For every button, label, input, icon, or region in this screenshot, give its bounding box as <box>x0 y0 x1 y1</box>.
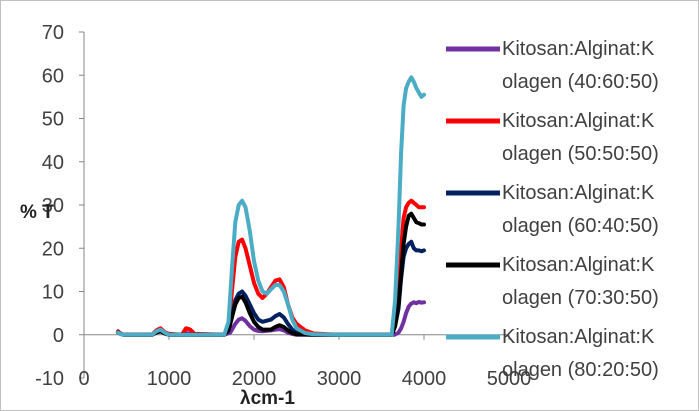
x-tick-label: 5000 <box>487 368 532 390</box>
legend-entry-2: Kitosan:Alginat:K olagen (50:50:50) <box>446 110 659 165</box>
legend-label-line: olagen (60:40:50) <box>502 215 659 237</box>
legend-label-line: Kitosan:Alginat:K <box>502 182 655 204</box>
y-tick-label: 20 <box>42 238 64 260</box>
x-tick-label: 0 <box>78 368 89 390</box>
legend-label-line: olagen (80:20:50) <box>502 359 659 381</box>
y-axis-title: % T <box>20 202 54 223</box>
y-tick-label: 10 <box>42 282 64 304</box>
x-axis-title: λcm-1 <box>240 388 295 409</box>
y-tick-label: 40 <box>42 152 64 174</box>
x-tick-label: 1000 <box>147 368 192 390</box>
x-tick-label: 4000 <box>402 368 447 390</box>
plot-area <box>116 75 426 337</box>
series-line-5 <box>116 75 426 337</box>
y-tick-label: 30 <box>42 195 64 217</box>
y-tick-label: 70 <box>42 22 64 44</box>
legend-entry-5: Kitosan:Alginat:K olagen (80:20:50) <box>446 326 659 381</box>
series-line-4 <box>116 211 426 337</box>
legend-label-line: olagen (50:50:50) <box>502 143 659 165</box>
x-tick-label: 2000 <box>232 368 277 390</box>
legend-label-line: Kitosan:Alginat:K <box>502 38 655 60</box>
legend-label-line: Kitosan:Alginat:K <box>502 254 655 276</box>
x-tick-label: 3000 <box>317 368 362 390</box>
legend-label-line: Kitosan:Alginat:K <box>502 110 655 132</box>
legend-label-line: Kitosan:Alginat:K <box>502 326 655 348</box>
axes: -10 0 10 20 30 40 50 60 70 0 1000 2000 3000 4000 5000 <box>35 22 531 390</box>
legend-entry-3: Kitosan:Alginat:K olagen (60:40:50) <box>446 182 659 237</box>
legend-label-line: olagen (70:30:50) <box>502 287 659 309</box>
legend-entry-1: Kitosan:Alginat:K olagen (40:60:50) <box>446 38 659 93</box>
y-tick-label: -10 <box>35 368 64 390</box>
legend-entry-4: Kitosan:Alginat:K olagen (70:30:50) <box>446 254 659 309</box>
series-line-2 <box>116 198 426 337</box>
y-tick-label: 50 <box>42 109 64 131</box>
legend-label-line: olagen (40:60:50) <box>502 71 659 93</box>
y-tick-label: 60 <box>42 65 64 87</box>
y-tick-label: 0 <box>53 325 64 347</box>
